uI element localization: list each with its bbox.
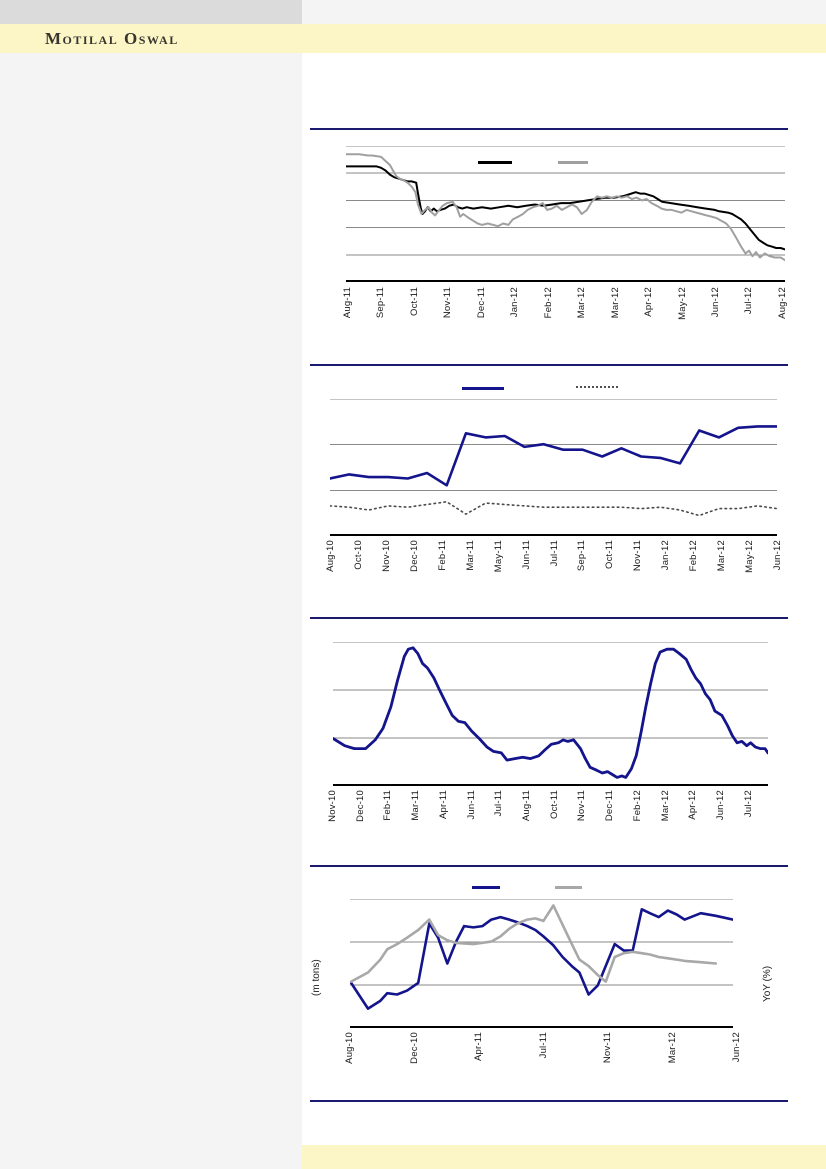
x-tick-label: Oct-11 [604,540,616,570]
x-tick-label: May-12 [744,540,756,573]
gray-line [349,904,718,983]
brand-band: Motilal Oswal [0,24,826,53]
x-tick-label: Nov-11 [632,540,644,572]
x-tick-label: Jan-12 [509,287,521,318]
x-tick-label: Jun-12 [709,287,721,318]
bottom-band [302,1145,826,1169]
top-strip-left [0,0,302,24]
chart1-legend-series1-swatch [478,161,512,164]
x-tick-label: Apr-12 [687,790,699,820]
chart-svg [328,398,779,536]
x-tick-label: Mar-12 [666,1032,678,1064]
chart1-plot [345,145,786,282]
x-tick-label: Jun-11 [520,540,532,570]
chart4-left-axis-caption: (m tons) [311,959,322,996]
chart1-x-axis-ticks: Aug-11 Sep-11 Oct-11 Nov-11 Dec-11 Jan-12 Feb-… [342,287,788,341]
x-tick-label: Mar-11 [464,540,476,571]
x-tick-label: May-12 [676,287,688,320]
chart1-legend-series2-swatch [558,161,588,164]
section-divider [310,865,788,867]
section-divider [310,1100,788,1102]
chart-svg [345,145,786,282]
navy-line [328,425,779,487]
x-tick-label: Oct-11 [408,287,420,317]
x-tick-label: Mar-12 [609,287,621,319]
x-tick-label: Aug-10 [325,540,336,572]
x-tick-label: Jul-12 [743,287,755,315]
x-tick-label: Nov-11 [576,790,588,822]
gray-line [345,153,786,262]
section-divider [310,364,788,366]
x-tick-label: Dec-11 [604,790,616,822]
chart4-x-axis-ticks: Aug-10 Dec-10 Apr-11 Jul-11 Nov-11 Mar-12 Jun-… [344,1032,742,1086]
x-tick-label: Nov-10 [327,790,338,822]
dotted-line [329,501,778,517]
x-tick-label: Aug-11 [342,287,353,319]
x-tick-label: Jun-12 [731,1032,742,1063]
x-tick-label: Feb-12 [631,790,643,822]
chart4-legend-series2-swatch [555,886,582,889]
x-tick-label: Dec-11 [475,287,487,319]
x-tick-label: Feb-11 [382,790,394,821]
x-tick-label: Aug-11 [521,790,533,822]
x-tick-label: Apr-11 [473,1032,484,1062]
x-tick-label: Jun-12 [772,540,783,571]
x-tick-label: Apr-12 [643,287,655,317]
chart2-legend-series1-swatch [462,387,504,390]
x-tick-label: Aug-10 [344,1032,355,1064]
x-tick-label: Jul-12 [742,790,754,818]
chart-svg [331,641,770,786]
section-divider [310,128,788,130]
chart4-right-axis-caption: YoY (%) [762,965,773,1002]
brand-logo: Motilal Oswal [45,29,179,48]
x-tick-label: Dec-10 [354,790,366,822]
left-panel [0,53,302,1169]
x-tick-label: Jun-11 [465,790,477,820]
x-tick-label: Mar-12 [576,287,588,319]
x-tick-label: Sep-11 [375,287,387,319]
x-tick-label: Jul-11 [548,540,560,567]
x-tick-label: Nov-11 [442,287,454,319]
x-tick-label: Feb-12 [542,287,554,319]
x-tick-label: Oct-11 [548,790,560,820]
x-tick-label: Mar-12 [659,790,671,822]
navy-line [349,908,735,1010]
x-tick-label: May-11 [492,540,504,573]
chart2-x-axis-ticks: Aug-10 Oct-10 Nov-10 Dec-10 Feb-11 Mar-11 May-… [325,540,783,594]
x-tick-label: Sep-11 [576,540,588,572]
x-tick-label: Jul-11 [537,1032,549,1059]
x-tick-label: Jun-12 [715,790,727,821]
x-tick-label: Dec-10 [408,540,420,572]
chart4-legend-series1-swatch [472,886,500,889]
top-strip-right [302,0,826,24]
x-tick-label: Mar-12 [716,540,728,572]
x-tick-label: Feb-11 [436,540,448,571]
chart3-plot [331,641,770,786]
x-tick-label: Jan-12 [660,540,672,571]
x-tick-label: Feb-12 [688,540,700,572]
x-tick-label: Aug-12 [776,287,788,319]
chart2-plot [328,398,779,536]
x-tick-label: Apr-11 [437,790,449,820]
x-tick-label: Dec-10 [408,1032,420,1064]
x-tick-label: Nov-11 [602,1032,613,1064]
chart4-plot [349,898,735,1028]
chart-svg [349,898,735,1028]
x-tick-label: Jul-11 [493,790,505,817]
x-tick-label: Oct-10 [352,540,364,570]
x-tick-label: Nov-10 [380,540,392,572]
navy-line [331,646,770,779]
chart3-x-axis-ticks: Nov-10 Dec-10 Feb-11 Mar-11 Apr-11 Jun-11 Jul-… [327,790,754,844]
chart2-legend-series2-swatch [576,386,618,388]
x-tick-label: Mar-11 [410,790,422,821]
section-divider [310,617,788,619]
